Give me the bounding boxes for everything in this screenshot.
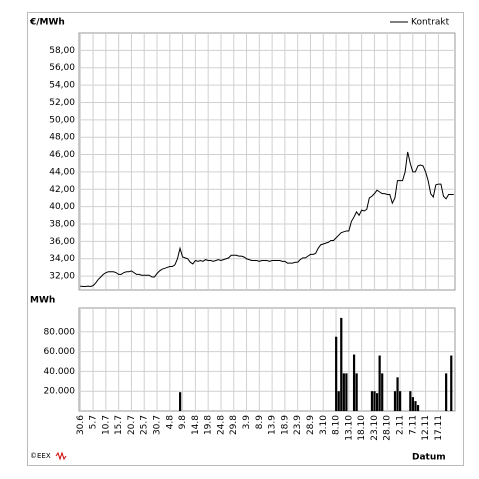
- bar: [355, 373, 358, 411]
- y-tick-label: 58,00: [49, 46, 75, 56]
- bar: [411, 397, 414, 411]
- x-tick-label: 23.10: [370, 415, 380, 441]
- legend-label: Kontrakt: [411, 18, 450, 28]
- bar: [179, 392, 182, 411]
- y-tick-label: 60.000: [44, 347, 76, 357]
- x-tick-label: 7.11: [408, 415, 418, 435]
- x-tick-label: 17.11: [434, 415, 444, 441]
- x-tick-label: 18.9: [280, 415, 290, 435]
- x-tick-label: 24.8: [216, 415, 226, 435]
- plot-area: [78, 307, 456, 412]
- bar: [340, 317, 343, 411]
- bar: [450, 355, 453, 411]
- x-tick-label: 18.10: [357, 415, 367, 441]
- y-tick-label: 40,00: [49, 202, 75, 212]
- x-tick-label: 9.8: [178, 415, 188, 430]
- y-tick-label: 80.000: [44, 327, 76, 337]
- bar: [337, 391, 340, 411]
- x-tick-label: 30.6: [76, 415, 86, 435]
- y-tick-label: 50,00: [49, 115, 75, 125]
- x-tick-label: 28.10: [383, 415, 393, 441]
- logo: ©EEX: [30, 452, 51, 460]
- bar: [373, 391, 376, 411]
- y-axis-title: €/MWh: [29, 18, 65, 28]
- y-tick-label: 54,00: [49, 81, 75, 91]
- x-tick-label: 5.7: [89, 415, 99, 429]
- bar: [409, 391, 412, 411]
- bar: [370, 391, 374, 411]
- y-tick-label: 56,00: [49, 63, 75, 73]
- y-tick-label: 38,00: [49, 220, 75, 230]
- x-tick-label: 13.10: [344, 415, 354, 441]
- bar: [352, 354, 356, 411]
- x-tick-label: 3.10: [319, 415, 329, 435]
- x-tick-label: 14.8: [191, 415, 201, 435]
- x-tick-label: 12.11: [421, 415, 431, 441]
- bar: [335, 336, 338, 411]
- y-axis-title: MWh: [30, 296, 55, 306]
- y-tick-label: 36,00: [49, 237, 75, 247]
- bar: [345, 373, 348, 411]
- y-tick-label: 46,00: [49, 150, 75, 160]
- x-tick-label: 4.8: [165, 415, 175, 430]
- x-tick-label: 29.8: [229, 415, 239, 435]
- bar: [416, 405, 420, 411]
- y-tick-label: 40.000: [44, 367, 76, 377]
- x-tick-label: 3.9: [242, 415, 252, 430]
- x-tick-label: 8.9: [255, 415, 265, 430]
- plot-area: [78, 32, 456, 291]
- y-tick-label: 52,00: [49, 98, 75, 108]
- bar: [375, 393, 379, 411]
- y-tick-label: 48,00: [49, 133, 75, 143]
- x-tick-label: 13.9: [268, 415, 278, 435]
- x-tick-label: 10.7: [101, 415, 111, 435]
- line-series: [80, 151, 454, 288]
- y-tick-label: 42,00: [49, 185, 75, 195]
- x-tick-label: 15.7: [114, 415, 124, 435]
- y-tick-label: 34,00: [49, 254, 75, 264]
- x-tick-label: 23.9: [293, 415, 303, 435]
- x-tick-label: 8.10: [332, 415, 342, 435]
- bar: [396, 377, 399, 411]
- bar: [342, 373, 345, 411]
- y-tick-label: 32,00: [49, 272, 75, 282]
- logo-icon: [55, 451, 67, 461]
- bar: [399, 391, 402, 411]
- x-tick-label: 20.7: [127, 415, 137, 435]
- bar: [393, 391, 397, 411]
- x-tick-label: 28.9: [306, 415, 316, 435]
- bar: [445, 373, 448, 411]
- x-axis-title: Datum: [412, 453, 446, 463]
- y-tick-label: 20.000: [44, 387, 76, 397]
- x-tick-label: 19.8: [204, 415, 214, 435]
- bar: [414, 401, 417, 411]
- bar: [381, 373, 384, 411]
- x-tick-label: 2.11: [396, 415, 406, 435]
- x-tick-label: 30.7: [153, 415, 163, 435]
- y-tick-label: 44,00: [49, 167, 75, 177]
- x-tick-label: 25.7: [140, 415, 150, 435]
- bar: [378, 355, 381, 411]
